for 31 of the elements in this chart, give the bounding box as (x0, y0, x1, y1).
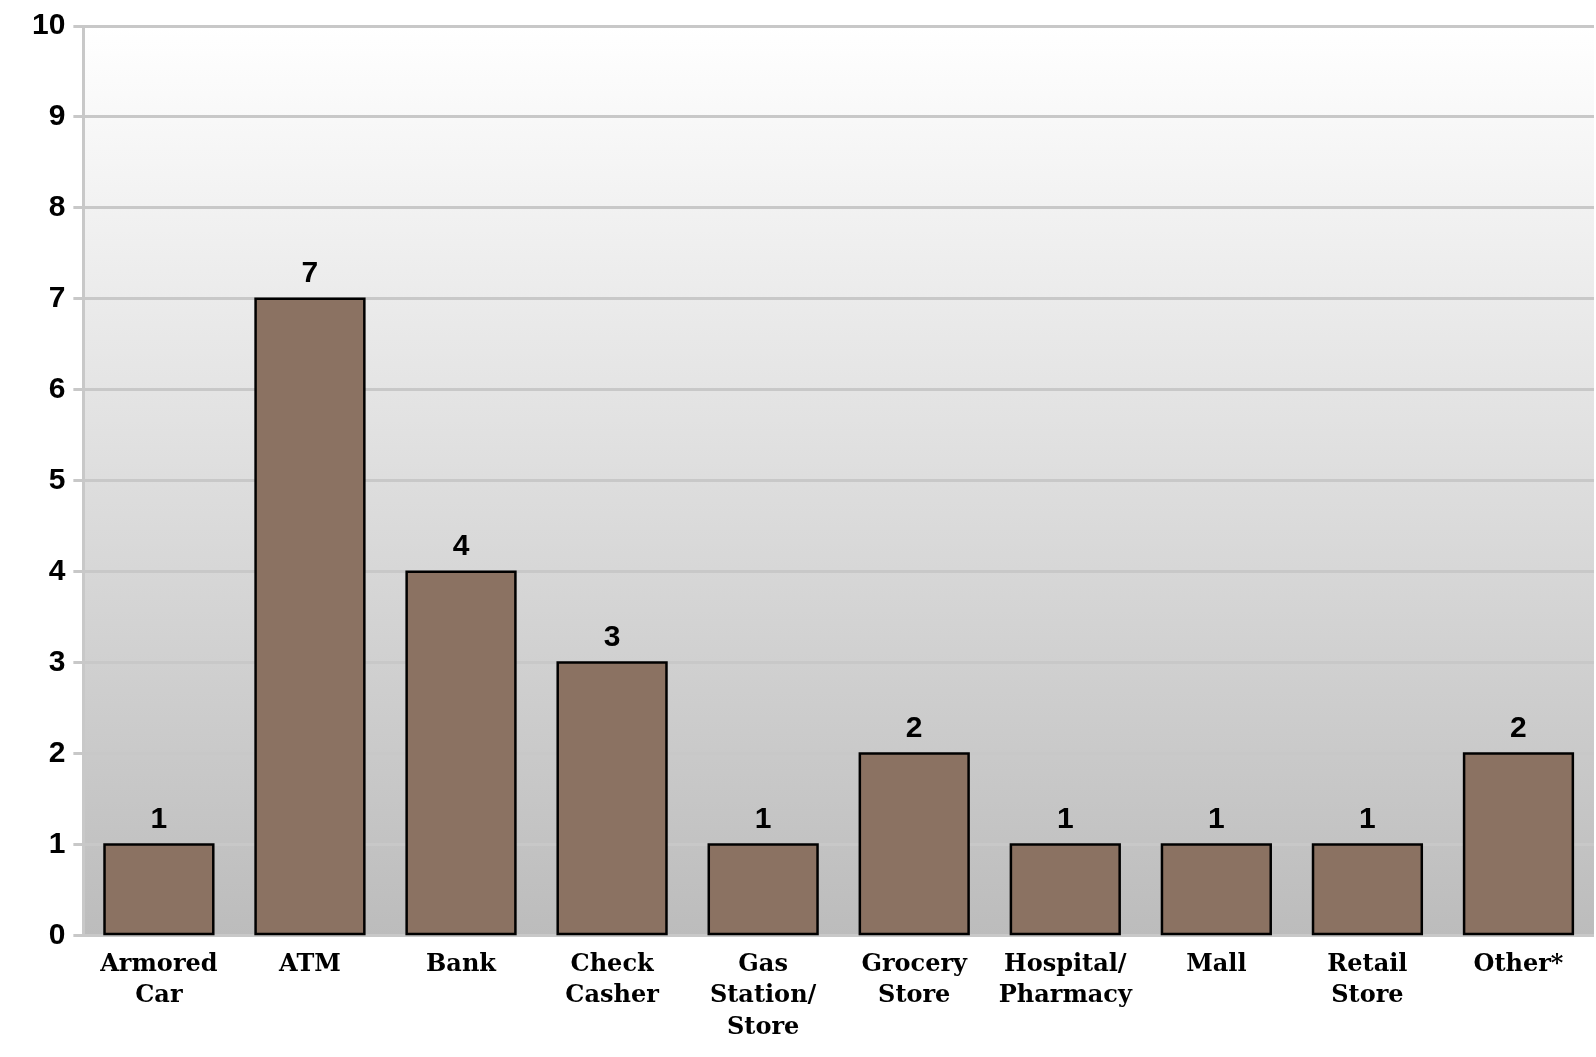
y-tick-label: 0 (48, 916, 66, 950)
data-label: 1 (1359, 800, 1376, 834)
data-label: 1 (754, 800, 772, 834)
x-tick-label: ATM (278, 948, 341, 978)
x-tick-label: Grocery Store (861, 948, 969, 1009)
data-label: 7 (301, 255, 319, 289)
x-tick-label: Check Casher (565, 948, 660, 1009)
data-label: 1 (1056, 800, 1074, 834)
y-tick-label: 3 (48, 643, 66, 677)
x-tick-label: Gas Station/ Store (709, 948, 817, 1040)
x-tick-label: Retail Store (1327, 948, 1408, 1009)
x-tick-label: Armored Car (99, 948, 218, 1009)
y-tick-label: 7 (48, 280, 66, 314)
data-label: 2 (905, 709, 923, 743)
y-tick-label: 9 (48, 98, 66, 132)
x-tick-label: Bank (426, 948, 498, 978)
x-tick-label: Hospital/ Pharmacy (998, 948, 1133, 1009)
y-tick-label: 10 (31, 7, 66, 41)
data-label: 3 (603, 618, 621, 652)
y-tick-label: 8 (48, 189, 66, 223)
data-label: 4 (452, 527, 470, 561)
y-tick-label: 6 (48, 371, 66, 405)
y-tick-label: 4 (48, 552, 66, 586)
data-label: 2 (1510, 709, 1527, 743)
data-label: 1 (150, 800, 168, 834)
y-tick-label: 2 (48, 734, 66, 768)
data-label: 1 (1208, 800, 1225, 834)
y-tick-label: 1 (48, 825, 66, 859)
x-tick-label: Other* (1473, 948, 1564, 978)
x-tick-label: Mall (1186, 948, 1247, 978)
y-tick-label: 5 (48, 461, 66, 495)
